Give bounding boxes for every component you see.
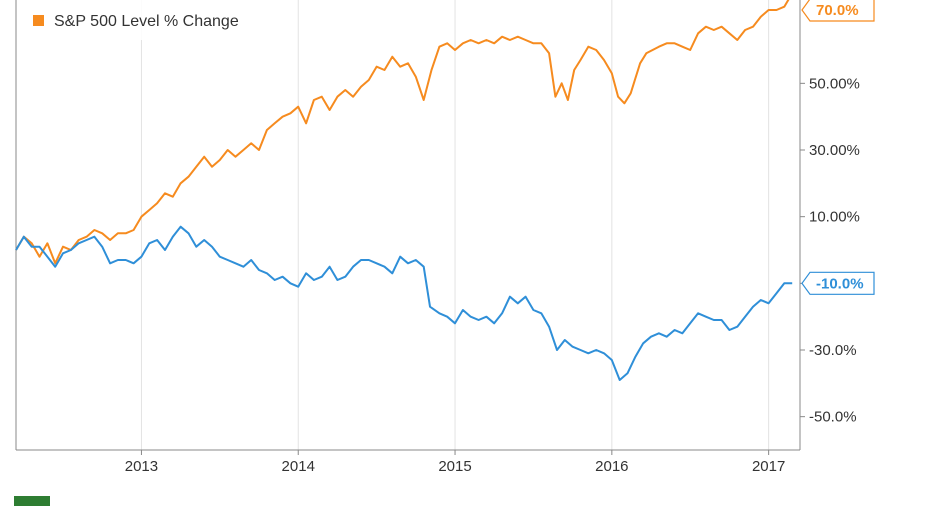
series-lines: [15, 0, 793, 381]
legend-box: [24, 0, 294, 40]
end-label-text: 70.0%: [816, 2, 859, 19]
y-tick-label: 10.00%: [809, 209, 860, 226]
y-tick-label: 50.00%: [809, 75, 860, 92]
end-label-text: -10.0%: [816, 275, 864, 292]
y-tick-label: -50.0%: [809, 409, 857, 426]
ycharts-logo: [14, 496, 50, 506]
end-label-1: -10.0%: [801, 271, 875, 295]
end-label-box: [801, 0, 875, 22]
end-label-0: 70.0%: [801, 0, 875, 22]
legend-swatch-sp500: [33, 15, 44, 26]
y-tick-label: -30.0%: [809, 342, 857, 359]
logo-mark: [14, 496, 50, 506]
legend: S&P 500 Level % Change: [24, 0, 294, 40]
x-tick-label: 2016: [595, 458, 628, 475]
x-axis: 2013 2014 2015 2016 2017: [125, 450, 785, 475]
y-tick-label: 30.00%: [809, 142, 860, 159]
x-tick-label: 2015: [438, 458, 471, 475]
series-end-labels: 70.0% -10.0%: [801, 0, 875, 295]
end-label-box: [801, 271, 875, 295]
series-line-1: [15, 225, 793, 381]
series-line-0: [15, 0, 790, 265]
legend-label-sp500: S&P 500 Level % Change: [54, 13, 239, 30]
x-tick-label: 2014: [282, 458, 315, 475]
x-tick-label: 2013: [125, 458, 158, 475]
x-tick-label: 2017: [752, 458, 785, 475]
